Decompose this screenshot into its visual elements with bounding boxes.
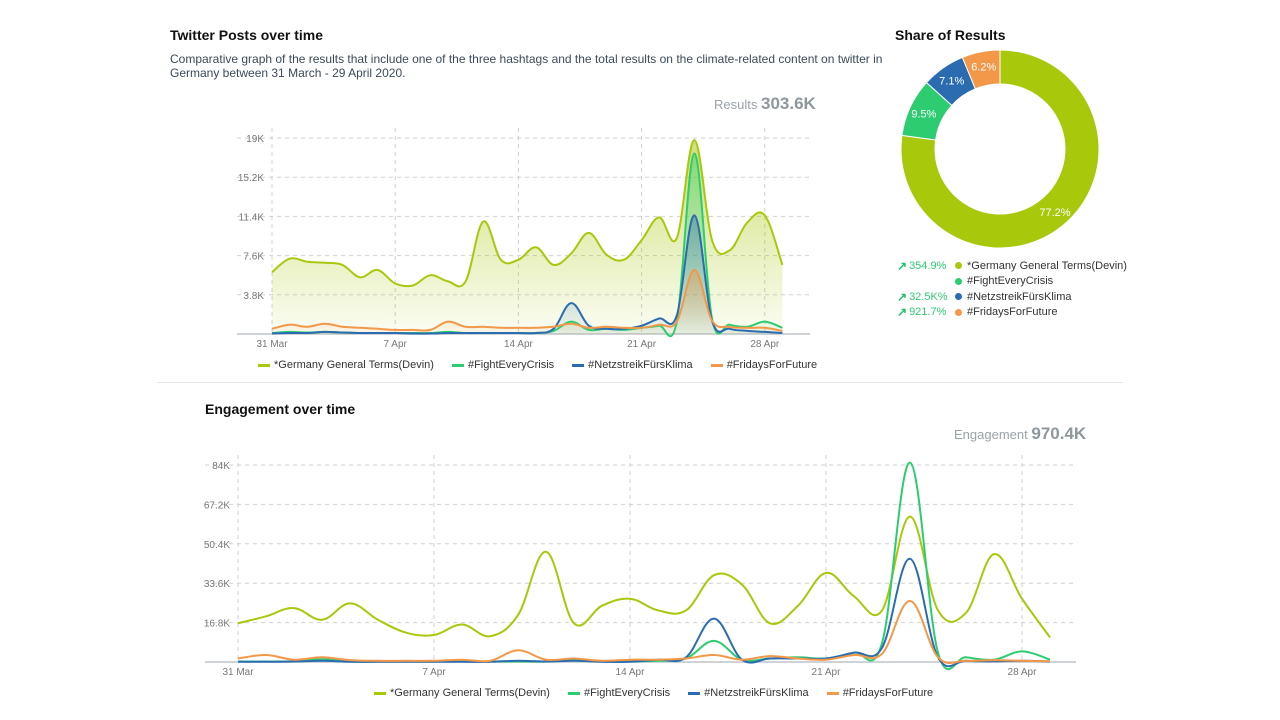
share-donut-chart: 77.2% 9.5% 7.1% 6.2% — [900, 49, 1100, 249]
legend-dot — [955, 293, 962, 301]
y-tick-label: 7.6K — [243, 252, 264, 263]
legend-label: #FridaysForFuture — [842, 687, 934, 699]
results-kpi-label: Results — [714, 97, 758, 112]
y-tick-label: 33.6K — [204, 579, 230, 590]
y-tick-label: 84K — [212, 461, 230, 472]
legend-swatch — [688, 691, 701, 695]
legend-swatch — [374, 691, 386, 695]
x-tick-label: 31 Mar — [222, 667, 254, 678]
series-line-germany — [271, 139, 784, 288]
share-row-fridays[interactable]: ↗ 921.7% #FridaysForFuture — [897, 305, 1127, 321]
x-tick-label: 14 Apr — [504, 339, 534, 350]
donut-slice-0 — [900, 49, 1100, 249]
share-row-germany[interactable]: ↗ 354.9% *Germany General Terms(Devin) — [897, 258, 1127, 274]
engagement-legend-fight[interactable]: #FightEveryCrisis — [567, 687, 671, 699]
engagement-title: Engagement over time — [205, 401, 356, 417]
donut-label: 9.5% — [911, 108, 936, 120]
legend-label: #FridaysForFuture — [726, 359, 818, 371]
posts-legend: *Germany General Terms(Devin) #FightEver… — [258, 359, 835, 371]
legend-label: #FightEveryCrisis — [467, 359, 555, 371]
series-line-germany — [237, 515, 1051, 638]
legend-swatch — [710, 363, 723, 367]
legend-label: #FightEveryCrisis — [583, 687, 671, 699]
y-tick-label: 19K — [246, 134, 264, 145]
share-label: *Germany General Terms(Devin) — [967, 259, 1127, 272]
share-label: #NetzstreikFürsKlima — [967, 290, 1072, 303]
x-tick-label: 21 Apr — [812, 667, 842, 678]
share-label: #FightEveryCrisis — [967, 275, 1054, 288]
share-row-fight[interactable]: #FightEveryCrisis — [897, 274, 1127, 290]
x-tick-label: 7 Apr — [384, 339, 408, 350]
x-tick-label: 14 Apr — [616, 667, 646, 678]
results-kpi-value: 303.6K — [760, 94, 816, 113]
legend-dot — [955, 262, 962, 270]
series-line-fridays — [271, 268, 783, 332]
results-kpi: Results 303.6K — [714, 94, 816, 114]
delta-value: 354.9% — [909, 259, 947, 272]
trend-up-icon: ↗ — [897, 289, 908, 304]
engagement-kpi: Engagement 970.4K — [954, 424, 1086, 444]
posts-legend-netz[interactable]: #NetzstreikFürsKlima — [572, 359, 693, 371]
legend-dot — [955, 277, 962, 285]
engagement-legend-germany[interactable]: *Germany General Terms(Devin) — [374, 687, 550, 699]
delta-value: 921.7% — [909, 306, 947, 319]
legend-swatch — [567, 691, 580, 695]
trend-up-icon: ↗ — [897, 258, 908, 273]
series-line-fridays — [237, 599, 1051, 665]
donut-label: 7.1% — [939, 75, 964, 87]
legend-swatch — [826, 691, 839, 695]
engagement-legend: *Germany General Terms(Devin) #FightEver… — [374, 687, 951, 699]
delta-value: 32.5K% — [909, 290, 948, 303]
posts-legend-germany[interactable]: *Germany General Terms(Devin) — [258, 359, 434, 371]
posts-legend-fridays[interactable]: #FridaysForFuture — [710, 359, 818, 371]
y-tick-label: 16.8K — [204, 619, 230, 630]
legend-label: #NetzstreikFürsKlima — [704, 687, 809, 699]
share-delta: ↗ 32.5K% — [897, 290, 955, 304]
x-tick-label: 28 Apr — [750, 339, 780, 350]
legend-label: *Germany General Terms(Devin) — [390, 687, 550, 699]
share-row-netz[interactable]: ↗ 32.5K% #NetzstreikFürsKlima — [897, 289, 1127, 305]
donut-label: 77.2% — [1039, 207, 1070, 219]
posts-title: Twitter Posts over time — [170, 27, 324, 43]
posts-legend-fight[interactable]: #FightEveryCrisis — [451, 359, 555, 371]
section-divider — [157, 382, 1123, 383]
y-tick-label: 50.4K — [204, 540, 230, 551]
x-tick-label: 21 Apr — [627, 339, 657, 350]
engagement-kpi-value: 970.4K — [1031, 424, 1087, 443]
legend-swatch — [451, 363, 464, 367]
donut-label: 6.2% — [971, 62, 996, 74]
legend-dot — [955, 308, 962, 316]
share-title: Share of Results — [895, 27, 1006, 43]
posts-description: Comparative graph of the results that in… — [170, 52, 883, 80]
engagement-legend-netz[interactable]: #NetzstreikFürsKlima — [688, 687, 809, 699]
share-label: #FridaysForFuture — [967, 306, 1058, 319]
share-legend: ↗ 354.9% *Germany General Terms(Devin) #F… — [897, 258, 1127, 320]
legend-swatch — [258, 363, 270, 367]
series-line-netz — [271, 214, 783, 335]
y-tick-label: 67.2K — [204, 500, 230, 511]
legend-label: *Germany General Terms(Devin) — [274, 359, 434, 371]
trend-up-icon: ↗ — [897, 305, 908, 320]
y-tick-label: 3.8K — [243, 291, 264, 302]
x-tick-label: 7 Apr — [422, 667, 446, 678]
share-delta: ↗ 354.9% — [897, 259, 955, 273]
engagement-kpi-label: Engagement — [954, 427, 1028, 442]
share-delta: ↗ 921.7% — [897, 305, 955, 319]
x-tick-label: 31 Mar — [256, 339, 288, 350]
y-tick-label: 11.4K — [239, 212, 265, 223]
legend-label: #NetzstreikFürsKlima — [588, 359, 693, 371]
donut-slice-3 — [961, 49, 1001, 90]
legend-swatch — [572, 363, 585, 367]
x-tick-label: 28 Apr — [1008, 667, 1038, 678]
y-tick-label: 15.2K — [238, 173, 264, 184]
engagement-legend-fridays[interactable]: #FridaysForFuture — [826, 687, 934, 699]
